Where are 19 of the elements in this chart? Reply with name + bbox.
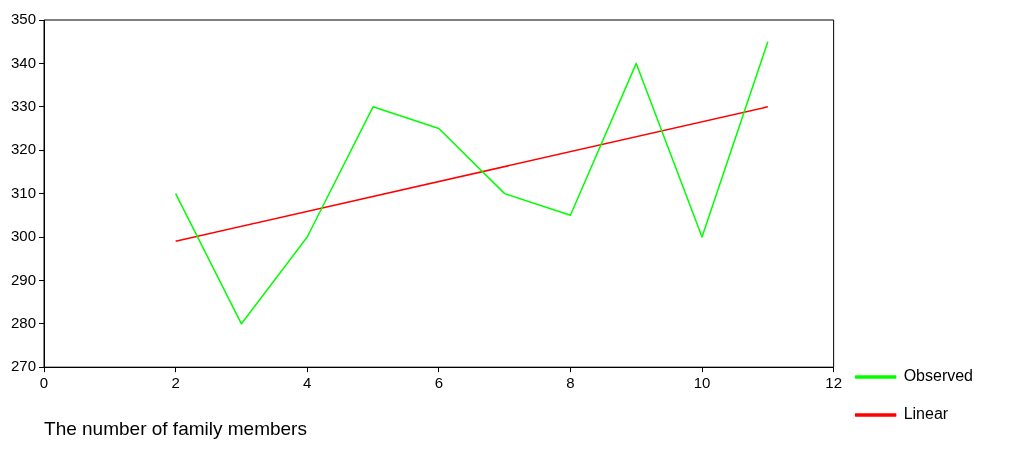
y-tick-label: 340 (11, 53, 37, 71)
x-tick-label: 10 (693, 374, 711, 392)
x-tick-label: 12 (825, 374, 842, 392)
y-tick-label: 320 (11, 140, 37, 158)
y-tick-label: 270 (11, 357, 37, 375)
x-tick-label: 0 (39, 374, 49, 392)
legend-label: Linear (903, 405, 949, 423)
y-tick-label: 280 (11, 313, 37, 331)
y-tick-label: 310 (11, 183, 37, 201)
x-tick-label: 6 (434, 374, 443, 392)
x-axis-title: The number of family members (44, 417, 307, 439)
x-tick-label: 2 (171, 374, 180, 392)
y-tick-label: 300 (11, 227, 37, 245)
legend-label: Observed (903, 367, 974, 385)
y-tick-label: 350 (11, 10, 37, 28)
y-tick-label: 290 (11, 270, 37, 288)
x-tick-label: 4 (303, 374, 312, 392)
y-tick-label: 330 (11, 96, 37, 114)
x-tick-label: 8 (566, 374, 575, 392)
